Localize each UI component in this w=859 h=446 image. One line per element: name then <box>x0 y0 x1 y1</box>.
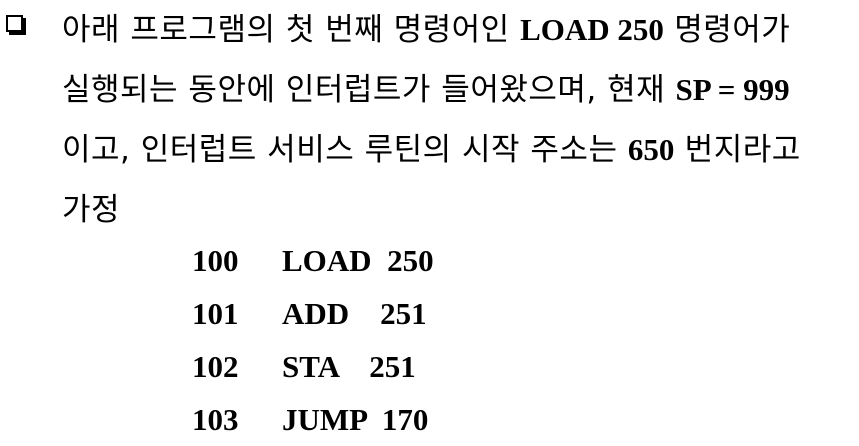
program-row: 101 ADD 251 <box>192 287 434 340</box>
program-instruction: STA 251 <box>282 349 416 384</box>
question-line-3: 이고, 인터럽트 서비스 루틴의 시작 주소는 650 번지라고 <box>62 120 852 180</box>
program-instruction: LOAD 250 <box>282 243 434 278</box>
question-line-1-instruction: LOAD 250 <box>520 12 664 47</box>
question-text: 아래 프로그램의 첫 번째 명령어인 LOAD 250 명령어가 실행되는 동안… <box>62 0 852 240</box>
question-line-3-text-1: 이고, 인터럽트 서비스 루틴의 시작 주소는 <box>62 132 628 168</box>
question-line-3-isr-address: 650 <box>627 132 675 167</box>
question-line-2: 실행되는 동안에 인터럽트가 들어왔으며, 현재 SP = 999 <box>62 60 852 120</box>
program-address: 101 <box>192 296 239 331</box>
question-line-1: 아래 프로그램의 첫 번째 명령어인 LOAD 250 명령어가 <box>62 0 852 60</box>
question-line-4-text-1: 가정 <box>62 192 121 228</box>
program-address: 100 <box>192 243 239 278</box>
program-row: 103 JUMP 170 <box>192 393 434 446</box>
question-line-2-sp-value: SP = 999 <box>675 72 790 107</box>
program-row: 100 LOAD 250 <box>192 234 434 287</box>
program-address: 103 <box>192 402 239 437</box>
question-line-1-text-2: 명령어가 <box>663 12 791 48</box>
program-address: 102 <box>192 349 239 384</box>
checkbox-square-icon <box>6 15 23 32</box>
program-row: 102 STA 251 <box>192 340 434 393</box>
program-listing: 100 LOAD 250 101 ADD 251 102 STA 251 103 JUM… <box>192 234 434 446</box>
question-line-3-text-2: 번지라고 <box>674 132 801 168</box>
question-line-4: 가정 <box>62 180 852 240</box>
question-line-2-text-1: 실행되는 동안에 인터럽트가 들어왔으며, 현재 <box>62 72 676 108</box>
program-instruction: JUMP 170 <box>282 402 429 437</box>
program-instruction: ADD 251 <box>282 296 427 331</box>
question-line-1-text-1: 아래 프로그램의 첫 번째 명령어인 <box>62 12 521 48</box>
